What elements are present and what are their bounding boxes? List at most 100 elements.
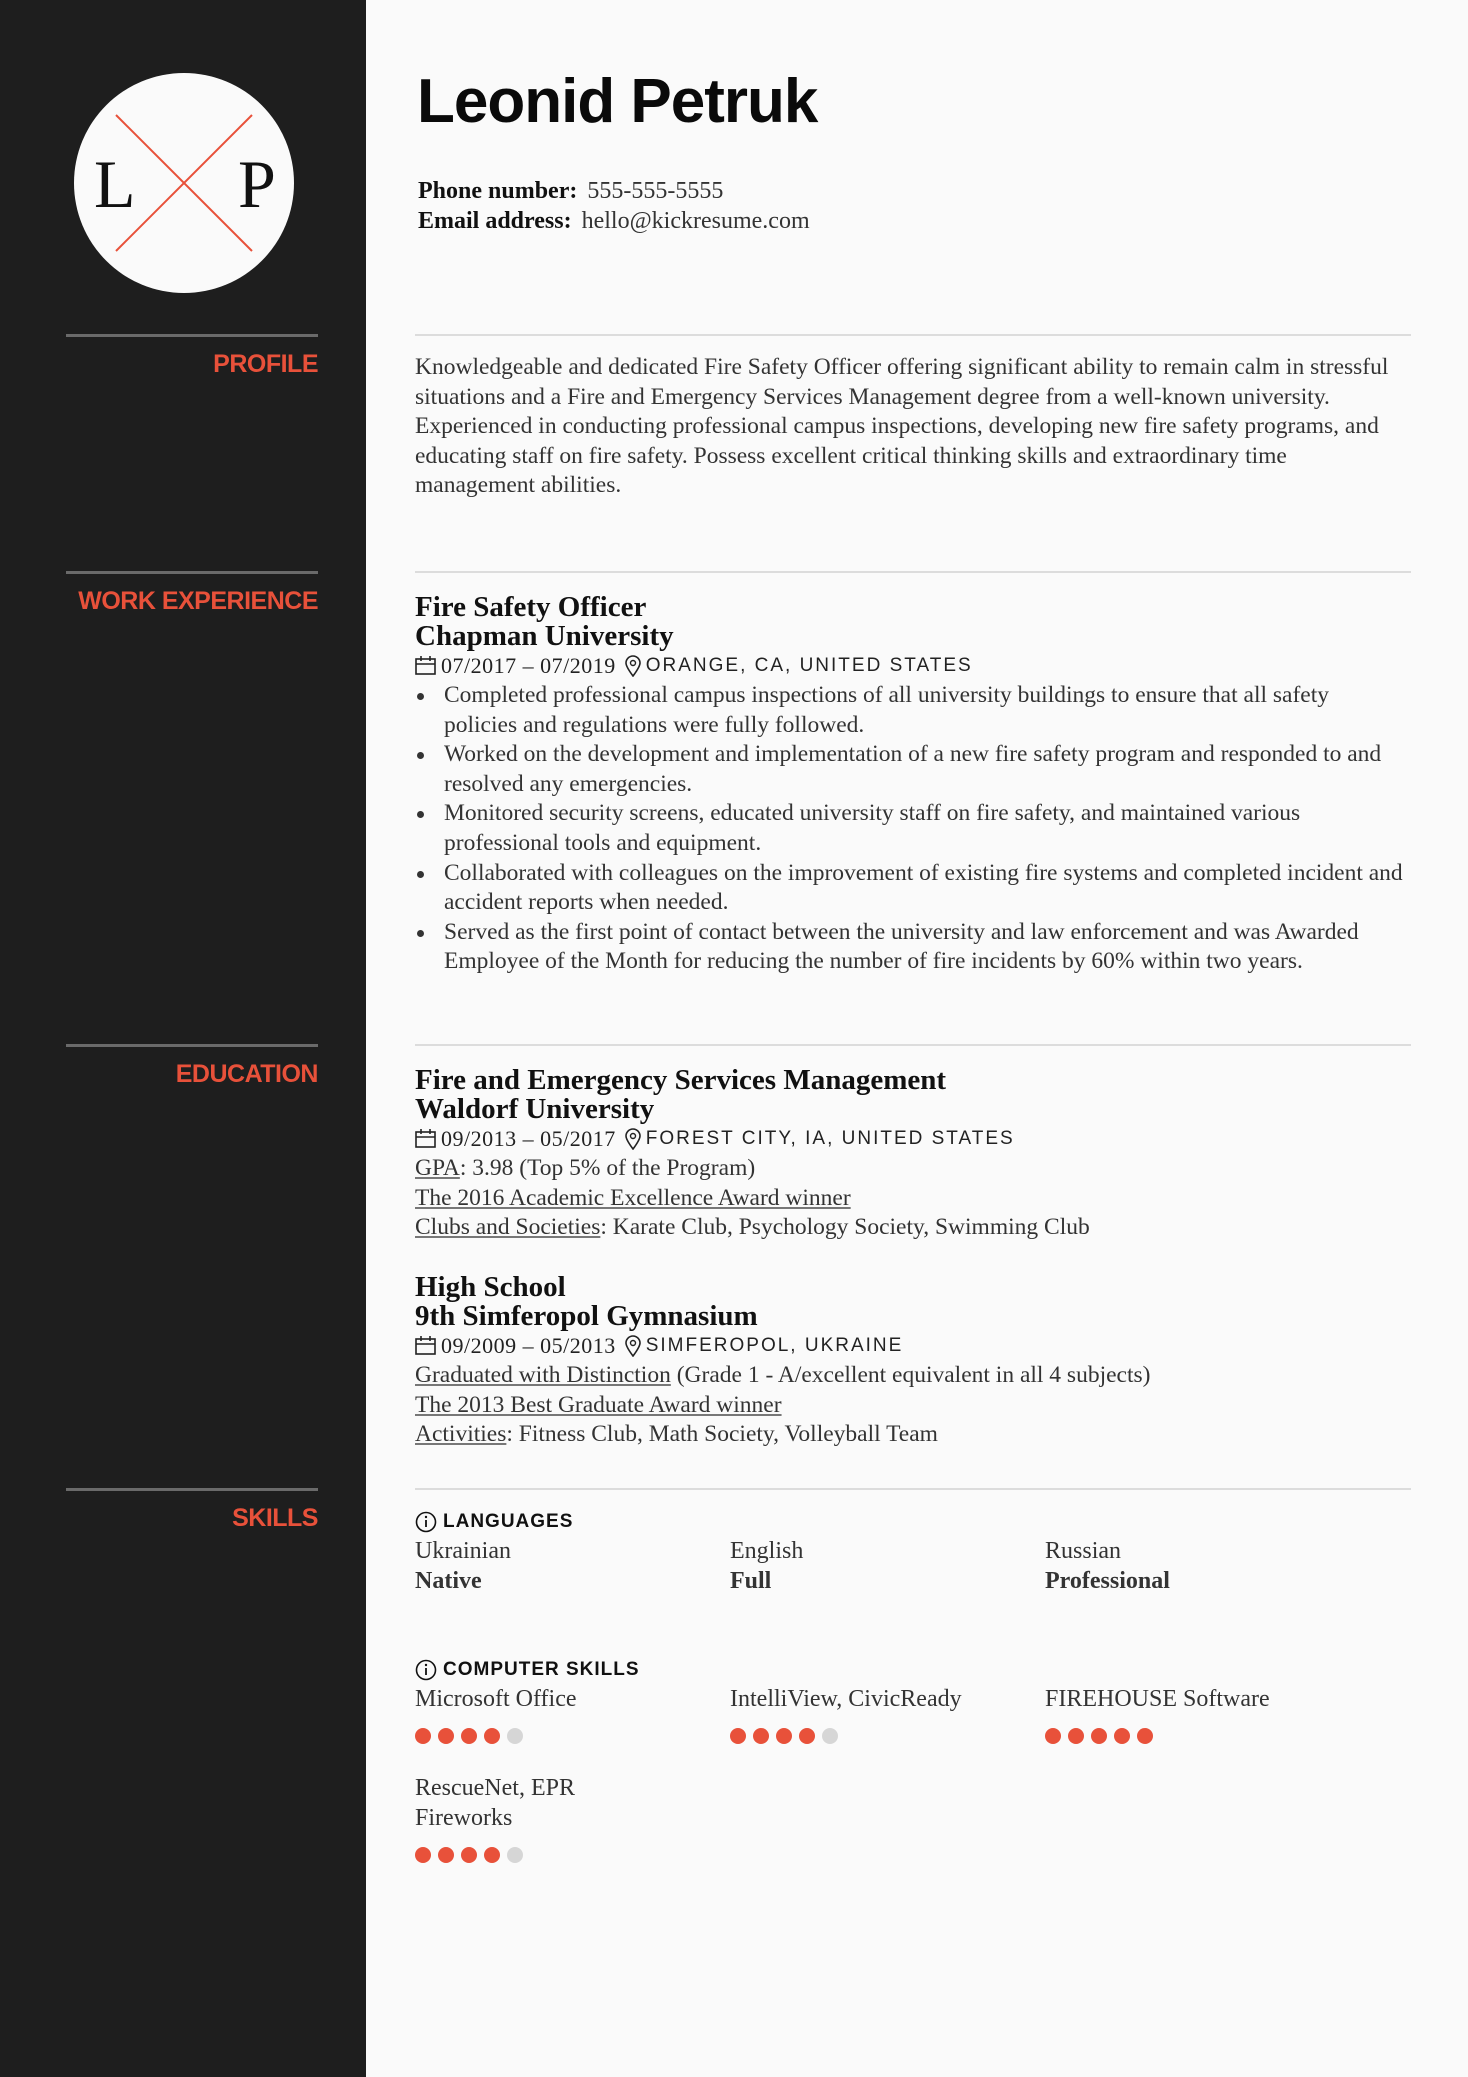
job-bullets: Completed professional campus inspection… (415, 681, 1405, 977)
rating-dot-filled (415, 1728, 431, 1744)
section-label-skills: SKILLS (232, 1504, 318, 1532)
education-detail: The 2016 Academic Excellence Award winne… (415, 1184, 1405, 1214)
bullet-item: Collaborated with colleagues on the impr… (415, 859, 1405, 918)
work-entry: Fire Safety Officer Chapman University 0… (415, 593, 1405, 977)
education-detail: Graduated with Distinction (Grade 1 - A/… (415, 1361, 1405, 1391)
computer-skill-item: FIREHOUSE Software (1045, 1684, 1270, 1744)
education-dates: 09/2013 – 05/2017 (441, 1126, 616, 1151)
divider (66, 1044, 318, 1047)
rating-dot-filled (438, 1728, 454, 1744)
rating-dot-filled (415, 1847, 431, 1863)
language-level: Native (415, 1568, 482, 1594)
job-dates: 07/2017 – 07/2019 (441, 653, 616, 678)
detail-text: : Fitness Club, Math Society, Volleyball… (506, 1421, 938, 1448)
education-location: FOREST CITY, IA, UNITED STATES (645, 1128, 1015, 1149)
monogram-letter-left: L (94, 146, 136, 222)
skill-name: IntelliView, CivicReady (730, 1686, 962, 1712)
language-item: Ukrainian Native (415, 1536, 511, 1596)
rating-dot-filled (799, 1728, 815, 1744)
monogram-logo: L P (74, 73, 294, 293)
degree-title: High School (415, 1271, 566, 1303)
candidate-name: Leonid Petruk (417, 67, 818, 136)
section-label-education: EDUCATION (175, 1060, 319, 1088)
education-detail: GPA: 3.98 (Top 5% of the Program) (415, 1154, 1405, 1184)
skill-rating (730, 1728, 962, 1744)
school-name: Waldorf University (415, 1093, 655, 1125)
bullet-item: Completed professional campus inspection… (415, 681, 1405, 740)
job-org: Chapman University (415, 620, 674, 652)
detail-link[interactable]: The 2016 Academic Excellence Award winne… (415, 1184, 851, 1211)
language-level: Full (730, 1568, 772, 1594)
sidebar: L P PROFILE WORK EXPERIENCE EDUCATION SK… (0, 0, 366, 2077)
rating-dot-filled (461, 1847, 477, 1863)
language-name: Russian (1045, 1538, 1122, 1564)
divider (415, 1488, 1411, 1490)
computer-skill-item: IntelliView, CivicReady (730, 1684, 962, 1744)
detail-text: (Grade 1 - A/excellent equivalent in all… (670, 1362, 1151, 1388)
rating-dot-filled (776, 1728, 792, 1744)
computer-skills-section: COMPUTER SKILLS (415, 1655, 1405, 1685)
skill-rating (415, 1847, 615, 1863)
detail-text: : 3.98 (Top 5% of the Program) (459, 1155, 756, 1181)
detail-link[interactable]: The 2013 Best Graduate Award winner (415, 1391, 782, 1418)
computer-skill-item: RescueNet, EPR Fireworks (415, 1773, 615, 1863)
rating-dot-filled (484, 1847, 500, 1863)
job-title: Fire Safety Officer (415, 591, 647, 623)
rating-dot-filled (753, 1728, 769, 1744)
rating-dot-empty (822, 1728, 838, 1744)
education-entry: Fire and Emergency Services Management W… (415, 1066, 1405, 1243)
bullet-item: Served as the first point of contact bet… (415, 918, 1405, 977)
detail-link[interactable]: Graduated with Distinction (415, 1362, 671, 1388)
job-location: ORANGE, CA, UNITED STATES (645, 655, 973, 676)
phone-label: Phone number: (418, 178, 578, 204)
school-name: 9th Simferopol Gymnasium (415, 1300, 758, 1332)
email-label: Email address: (418, 208, 572, 234)
language-name: English (730, 1538, 804, 1564)
education-dates: 09/2009 – 05/2013 (441, 1333, 616, 1358)
section-label-work: WORK EXPERIENCE (78, 587, 318, 615)
rating-dot-filled (1068, 1728, 1084, 1744)
degree-title: Fire and Emergency Services Management (415, 1064, 947, 1096)
rating-dot-filled (1114, 1728, 1130, 1744)
detail-link[interactable]: Activities (415, 1421, 507, 1448)
languages-section: LANGUAGES (415, 1507, 1405, 1537)
education-meta: 09/2009 – 05/2013 SIMFEROPOL, UKRAINE (415, 1331, 1405, 1361)
detail-link[interactable]: GPA (415, 1155, 460, 1181)
language-item: English Full (730, 1536, 803, 1596)
divider (415, 1044, 1411, 1046)
monogram-letter-right: P (238, 146, 276, 222)
skill-rating (1045, 1728, 1270, 1744)
rating-dot-filled (1091, 1728, 1107, 1744)
rating-dot-empty (507, 1728, 523, 1744)
education-detail: Activities: Fitness Club, Math Society, … (415, 1420, 1405, 1450)
education-location: SIMFEROPOL, UKRAINE (645, 1335, 904, 1356)
info-icon (415, 1511, 437, 1533)
divider (415, 334, 1411, 336)
education-entry: High School 9th Simferopol Gymnasium 09/… (415, 1273, 1405, 1450)
skill-rating (415, 1728, 577, 1744)
email-value[interactable]: hello@kickresume.com (581, 208, 810, 234)
location-pin-icon (624, 1335, 641, 1357)
rating-dot-filled (461, 1728, 477, 1744)
calendar-icon (415, 1336, 436, 1355)
divider (66, 1488, 318, 1491)
language-item: Russian Professional (1045, 1536, 1170, 1596)
bullet-item: Monitored security screens, educated uni… (415, 799, 1405, 858)
computer-skills-title: COMPUTER SKILLS (443, 1659, 640, 1680)
rating-dot-filled (1045, 1728, 1061, 1744)
divider (415, 571, 1411, 573)
rating-dot-filled (438, 1847, 454, 1863)
divider (66, 334, 318, 337)
calendar-icon (415, 1129, 436, 1148)
rating-dot-empty (507, 1847, 523, 1863)
detail-link[interactable]: Clubs and Societies (415, 1214, 601, 1241)
phone-value: 555-555-5555 (587, 178, 724, 204)
info-icon (415, 1659, 437, 1681)
cross-lines-icon (115, 114, 253, 252)
education-detail: The 2013 Best Graduate Award winner (415, 1391, 1405, 1421)
rating-dot-filled (730, 1728, 746, 1744)
language-name: Ukrainian (415, 1538, 511, 1564)
bullet-item: Worked on the development and implementa… (415, 740, 1405, 799)
profile-text: Knowledgeable and dedicated Fire Safety … (415, 354, 1389, 499)
calendar-icon (415, 656, 436, 675)
